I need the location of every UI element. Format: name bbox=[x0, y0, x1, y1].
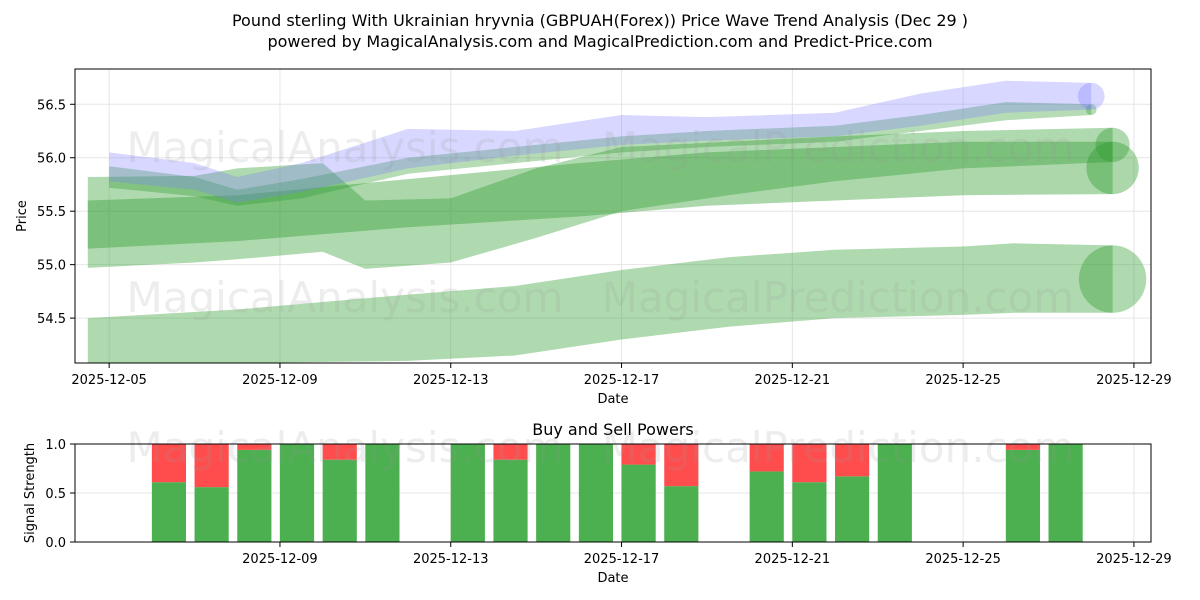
signal-panel-title: Buy and Sell Powers bbox=[532, 420, 694, 439]
signal-x-ticks: 2025-12-09 2025-12-13 2025-12-17 2025-12-21… bbox=[242, 542, 1172, 567]
price-x-tick-label: 2025-12-17 bbox=[584, 373, 660, 388]
buy-bar bbox=[792, 482, 827, 542]
sell-bar bbox=[621, 444, 656, 465]
watermark-left-top: MagicalAnalysis.com bbox=[127, 123, 564, 172]
price-panel: MagicalAnalysis.com MagicalPrediction.co… bbox=[15, 68, 1172, 407]
signal-x-tick-label: 2025-12-17 bbox=[584, 552, 660, 567]
signal-x-tick-label: 2025-12-21 bbox=[755, 552, 831, 567]
sell-bar bbox=[237, 444, 272, 450]
buy-bar bbox=[237, 449, 272, 542]
price-x-tick-label: 2025-12-29 bbox=[1096, 373, 1172, 388]
band-cap-upper-band-green bbox=[1085, 104, 1097, 115]
buy-bar bbox=[536, 444, 571, 542]
sell-bar bbox=[792, 444, 827, 483]
buy-bar bbox=[749, 471, 784, 542]
buy-bar bbox=[322, 459, 357, 542]
band-cap-mid-band-b bbox=[1086, 141, 1139, 195]
figure-title-line2: powered by MagicalAnalysis.com and Magic… bbox=[267, 32, 932, 51]
signal-x-tick-label: 2025-12-09 bbox=[242, 552, 318, 567]
band-mid-band-b bbox=[87, 141, 1113, 249]
buy-bar bbox=[1048, 444, 1083, 542]
band-cap-upper-band-blue bbox=[1077, 82, 1105, 110]
price-x-tick-label: 2025-12-09 bbox=[242, 373, 318, 388]
band-upper-band-blue bbox=[109, 80, 1092, 203]
buy-bar bbox=[365, 444, 400, 542]
signal-y-tick-label: 1.0 bbox=[45, 438, 66, 453]
buy-bar bbox=[877, 444, 912, 542]
price-y-axis-label: Price bbox=[15, 200, 30, 232]
buy-bar bbox=[664, 486, 699, 542]
signal-x-tick-label: 2025-12-13 bbox=[413, 552, 489, 567]
signal-panel: Buy and Sell Powers MagicalAnalysis.com … bbox=[23, 420, 1172, 586]
signal-y-tick-label: 0.5 bbox=[45, 487, 66, 502]
buy-bar bbox=[621, 464, 656, 542]
price-y-tick-label: 55.5 bbox=[37, 205, 66, 220]
price-x-tick-label: 2025-12-21 bbox=[755, 373, 831, 388]
price-y-ticks: 54.5 55.0 55.5 56.0 56.5 bbox=[37, 98, 75, 327]
signal-x-tick-label: 2025-12-29 bbox=[1096, 552, 1172, 567]
signal-y-tick-label: 0.0 bbox=[45, 536, 66, 551]
watermark-left-mid: MagicalAnalysis.com bbox=[127, 273, 564, 322]
signal-y-axis-label: Signal Strength bbox=[23, 443, 38, 543]
price-y-tick-label: 54.5 bbox=[37, 312, 66, 327]
price-x-tick-label: 2025-12-05 bbox=[71, 373, 147, 388]
figure-title-line1: Pound sterling With Ukrainian hryvnia (G… bbox=[232, 11, 968, 30]
sell-bar bbox=[835, 444, 870, 477]
watermark-right-bottom: MagicalPrediction.com bbox=[602, 423, 1075, 472]
watermark-right-mid: MagicalPrediction.com bbox=[602, 273, 1075, 322]
buy-bar bbox=[578, 444, 613, 542]
buy-bar bbox=[279, 444, 315, 542]
price-plot-frame bbox=[74, 68, 1152, 364]
watermark-right-top: MagicalPrediction.com bbox=[602, 123, 1075, 172]
buy-bar bbox=[194, 487, 229, 542]
price-x-ticks: 2025-12-05 2025-12-09 2025-12-13 2025-12-17… bbox=[71, 363, 1172, 388]
band-wide-band-low bbox=[87, 243, 1113, 363]
signal-x-axis-label: Date bbox=[597, 571, 628, 586]
buy-bar bbox=[151, 482, 187, 542]
buy-bar bbox=[835, 476, 870, 542]
price-x-tick-label: 2025-12-25 bbox=[925, 373, 1001, 388]
buy-bar bbox=[1005, 449, 1040, 542]
price-y-tick-label: 55.0 bbox=[37, 259, 66, 274]
signal-y-ticks: 0.0 0.5 1.0 bbox=[45, 438, 75, 551]
sell-bar bbox=[1005, 444, 1040, 450]
buy-bar bbox=[493, 459, 528, 542]
price-bands bbox=[87, 80, 1147, 363]
price-grid bbox=[75, 69, 1151, 363]
band-mid-band-a bbox=[87, 127, 1113, 269]
band-cap-mid-band-a bbox=[1095, 127, 1130, 163]
watermark-left-bottom: MagicalAnalysis.com bbox=[127, 423, 564, 472]
sell-bar bbox=[749, 444, 784, 472]
sell-bar bbox=[322, 444, 357, 460]
buy-bar bbox=[450, 444, 485, 542]
sell-bar bbox=[151, 444, 187, 483]
sell-bar bbox=[194, 444, 229, 488]
price-plot-area bbox=[75, 69, 1151, 363]
sell-bar bbox=[664, 444, 699, 487]
signal-bars bbox=[151, 444, 1083, 542]
price-y-tick-label: 56.5 bbox=[37, 98, 66, 113]
sell-bar bbox=[493, 444, 528, 460]
band-upper-band-green bbox=[109, 102, 1092, 206]
price-y-tick-label: 56.0 bbox=[37, 152, 66, 167]
band-cap-wide-band-low bbox=[1078, 245, 1147, 313]
price-x-tick-label: 2025-12-13 bbox=[413, 373, 489, 388]
price-x-axis-label: Date bbox=[597, 392, 628, 407]
signal-x-tick-label: 2025-12-25 bbox=[925, 552, 1001, 567]
